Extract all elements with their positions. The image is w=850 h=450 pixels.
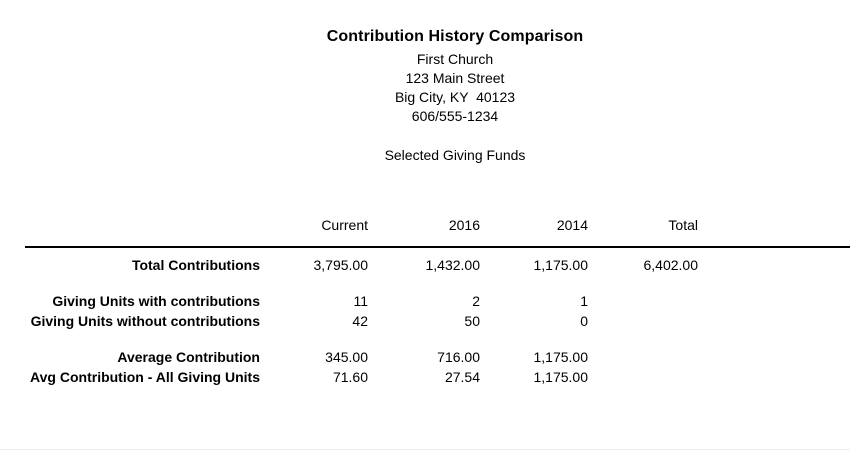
value-cell: 6,402.00	[643, 257, 699, 273]
value-cell: 1,175.00	[533, 349, 589, 365]
value-cell: 1	[580, 293, 588, 309]
value-cell: 0	[580, 313, 588, 329]
table-row: Total Contributions 3,795.00 1,432.00 1,…	[0, 255, 850, 275]
table-row: Giving Units with contributions 11 2 1	[0, 291, 850, 311]
value-cell	[588, 291, 698, 311]
value-cell: 3,795.00	[313, 257, 369, 273]
value-cell: 2	[472, 293, 480, 309]
value-cell: 1,175.00	[533, 257, 589, 273]
comparison-table: Current 2016 2014 Total Total Contributi…	[0, 215, 850, 387]
org-name: First Church	[416, 51, 494, 67]
value-cell	[588, 367, 698, 387]
value-cell: 27.54	[444, 369, 480, 385]
value-cell: 50	[464, 313, 480, 329]
table-header-row: Current 2016 2014 Total	[0, 215, 850, 235]
value-cell: 71.60	[332, 369, 368, 385]
address-line-2: Big City, KY 40123	[394, 89, 516, 105]
table-row: Avg Contribution - All Giving Units 71.6…	[0, 367, 850, 387]
address-line-1: 123 Main Street	[405, 70, 505, 86]
value-cell: 11	[353, 293, 368, 309]
spacer	[698, 347, 850, 367]
table-row: Average Contribution 345.00 716.00 1,175…	[0, 347, 850, 367]
row-label: Giving Units without contributions	[30, 313, 260, 329]
row-label: Giving Units with contributions	[52, 293, 260, 309]
col-header-2016: 2016	[448, 217, 480, 233]
value-cell	[588, 311, 698, 331]
col-header-2014: 2014	[556, 217, 588, 233]
report-header: Contribution History Comparison First Ch…	[60, 27, 850, 165]
value-cell: 716.00	[437, 349, 480, 365]
table-row: Giving Units without contributions 42 50…	[0, 311, 850, 331]
row-label: Total Contributions	[131, 257, 260, 273]
value-cell	[588, 347, 698, 367]
spacer	[698, 215, 850, 235]
spacer	[698, 311, 850, 331]
row-label: Avg Contribution - All Giving Units	[30, 369, 260, 385]
row-label: Average Contribution	[117, 349, 260, 365]
phone-number: 606/555-1234	[411, 108, 499, 124]
value-cell: 345.00	[325, 349, 368, 365]
report-title: Contribution History Comparison	[326, 28, 584, 45]
value-cell: 1,432.00	[425, 257, 481, 273]
row-label-header	[0, 215, 260, 235]
value-cell: 42	[352, 313, 368, 329]
value-cell: 1,175.00	[533, 369, 589, 385]
header-rule	[25, 246, 850, 248]
col-header-total: Total	[668, 217, 698, 233]
report-subtitle: Selected Giving Funds	[384, 147, 526, 163]
spacer	[698, 367, 850, 387]
spacer	[698, 291, 850, 311]
col-header-current: Current	[321, 217, 368, 233]
spacer	[698, 255, 850, 275]
